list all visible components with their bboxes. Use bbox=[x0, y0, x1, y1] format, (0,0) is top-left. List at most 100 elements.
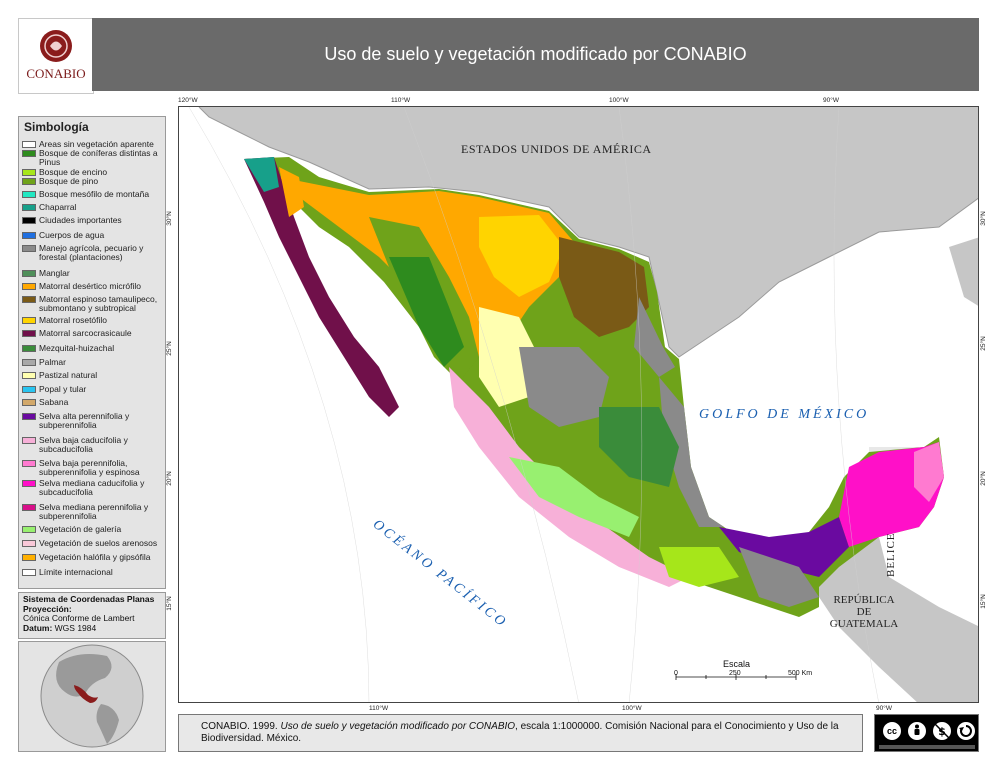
legend-swatch bbox=[22, 504, 36, 511]
citation-prefix: CONABIO. 1999. bbox=[201, 721, 281, 732]
legend-label: Matorral sarcocrasicaule bbox=[39, 328, 132, 338]
legend-label: Pastizal natural bbox=[39, 370, 98, 380]
scale-tick-500: 500 Km bbox=[788, 670, 813, 677]
grat-right-label-15: 15°N bbox=[979, 594, 987, 609]
legend-label: Sabana bbox=[39, 397, 69, 407]
grat-top-label-90: 90°W bbox=[823, 97, 839, 104]
grat-bottom-label-110: 110°W bbox=[369, 705, 389, 712]
grat-left-label-20: 20°N bbox=[165, 471, 173, 486]
map-canvas bbox=[179, 107, 978, 702]
legend-swatch bbox=[22, 191, 36, 198]
legend-label: Cuerpos de agua bbox=[39, 230, 105, 240]
label-guatemala: REPÚBLICA DE GUATEMALA bbox=[827, 594, 901, 630]
legend-label: Ciudades importantes bbox=[39, 215, 122, 225]
legend-label: Matorral rosetófilo bbox=[39, 315, 108, 325]
projection-value: Cónica Conforme de Lambert bbox=[23, 613, 135, 623]
grat-bottom-label-90: 90°W bbox=[876, 705, 892, 712]
legend-label: Selva baja caducifolia y subcaducifolia bbox=[39, 435, 128, 454]
grat-right-label-30: 30°N bbox=[979, 211, 987, 226]
projection-info: Sistema de Coordenadas Planas Proyección… bbox=[18, 592, 166, 639]
legend-label: Bosque de coníferas distintas a Pinus bbox=[39, 148, 158, 167]
cc-strip bbox=[879, 745, 975, 749]
legend-label: Mezquital-huizachal bbox=[39, 343, 115, 353]
legend-label: Bosque de pino bbox=[39, 176, 99, 186]
legend-swatch bbox=[22, 399, 36, 406]
label-guatemala-2: DE bbox=[856, 606, 872, 618]
legend-swatch bbox=[22, 204, 36, 211]
legend-swatch bbox=[22, 283, 36, 290]
cc-icon: cc bbox=[881, 720, 903, 742]
legend-swatch bbox=[22, 245, 36, 252]
legend-label: Vegetación de galería bbox=[39, 524, 122, 534]
citation-title: Uso de suelo y vegetación modificado por… bbox=[280, 721, 516, 732]
grat-top-label-110: 110°W bbox=[391, 97, 411, 104]
header-bar: Uso de suelo y vegetación modificado por… bbox=[92, 18, 979, 91]
citation-box: CONABIO. 1999. Uso de suelo y vegetación… bbox=[178, 714, 863, 752]
legend-swatch bbox=[22, 386, 36, 393]
legend-swatch bbox=[22, 296, 36, 303]
legend-swatch bbox=[22, 480, 36, 487]
projection-heading: Sistema de Coordenadas Planas bbox=[23, 594, 155, 604]
legend-swatch bbox=[22, 540, 36, 547]
legend-panel: Simbología Areas sin vegetación aparente… bbox=[18, 116, 166, 589]
datum-label: Datum: bbox=[23, 622, 53, 633]
legend-label: Límite internacional bbox=[39, 567, 113, 577]
legend-label: Popal y tular bbox=[39, 384, 87, 394]
label-guatemala-3: GUATEMALA bbox=[829, 618, 899, 630]
grat-right-label-25: 25°N bbox=[979, 336, 987, 351]
legend-swatch bbox=[22, 330, 36, 337]
legend-swatch bbox=[22, 141, 36, 148]
legend-swatch bbox=[22, 217, 36, 224]
scale-tick-0: 0 bbox=[674, 670, 678, 677]
legend-title: Simbología bbox=[24, 120, 89, 134]
citation-suffix: , escala 1:1000000. Comisión Nacional pa… bbox=[515, 721, 839, 732]
legend-swatch bbox=[22, 178, 36, 185]
legend-swatch bbox=[22, 150, 36, 157]
page-title: Uso de suelo y vegetación modificado por… bbox=[324, 44, 747, 64]
legend-label: Matorral desértico micrófilo bbox=[39, 281, 142, 291]
legend-label: Manejo agrícola, pecuario y forestal (pl… bbox=[39, 243, 144, 262]
legend-swatch bbox=[22, 359, 36, 366]
scale-title: Escala bbox=[723, 659, 751, 669]
legend-label: Areas sin vegetación aparente bbox=[39, 139, 154, 149]
grat-right-label-20: 20°N bbox=[979, 471, 987, 486]
scale-tick-250: 250 bbox=[729, 670, 741, 677]
sa-icon bbox=[955, 720, 977, 742]
projection-label: Proyección: bbox=[23, 603, 72, 614]
legend-swatch bbox=[22, 270, 36, 277]
legend-label: Vegetación halófila y gipsófila bbox=[39, 552, 151, 562]
label-usa: ESTADOS UNIDOS DE AMÉRICA bbox=[461, 142, 652, 156]
datum-value: WGS 1984 bbox=[54, 622, 97, 633]
conabio-logo: CONABIO bbox=[18, 18, 94, 94]
scale-bar-graphic bbox=[675, 674, 797, 680]
grat-top-label-120: 120°W bbox=[178, 97, 198, 104]
conabio-emblem-icon bbox=[40, 30, 72, 62]
creative-commons-badge[interactable]: cc $ bbox=[874, 714, 979, 752]
grat-bottom-label-100: 100°W bbox=[622, 705, 642, 712]
legend-swatch bbox=[22, 317, 36, 324]
legend-swatch bbox=[22, 232, 36, 239]
legend-swatch bbox=[22, 345, 36, 352]
grat-left-label-15: 15°N bbox=[165, 596, 173, 611]
legend-label: Palmar bbox=[39, 357, 66, 367]
legend-label: Selva alta perennifolia y subperennifoli… bbox=[39, 411, 130, 430]
legend-label: Chaparral bbox=[39, 202, 77, 212]
map-panel[interactable]: 120°W 110°W 100°W 90°W ESTADOS UNIDOS DE… bbox=[178, 106, 979, 703]
legend-label: Matorral espinoso tamaulipeco, submontan… bbox=[39, 294, 158, 313]
legend-label: Selva mediana perennifolia y subperennif… bbox=[39, 502, 149, 521]
legend-label: Bosque mesófilo de montaña bbox=[39, 189, 150, 199]
grat-left-label-30: 30°N bbox=[165, 211, 173, 226]
by-icon bbox=[906, 720, 928, 742]
label-guatemala-1: REPÚBLICA bbox=[833, 594, 895, 606]
legend-swatch bbox=[22, 372, 36, 379]
nc-icon: $ bbox=[931, 720, 953, 742]
globe-icon bbox=[40, 644, 144, 748]
legend-swatch bbox=[22, 437, 36, 444]
legend-label: Selva mediana caducifolia y subcaducifol… bbox=[39, 478, 145, 497]
citation-line2: Biodiversidad. México. bbox=[201, 733, 302, 744]
grat-left-label-25: 25°N bbox=[165, 341, 173, 356]
legend-label: Selva baja perennifolia, subperennifolia… bbox=[39, 458, 140, 477]
legend-label: Vegetación de suelos arenosos bbox=[39, 538, 158, 548]
legend-swatch bbox=[22, 526, 36, 533]
legend-swatch bbox=[22, 413, 36, 420]
